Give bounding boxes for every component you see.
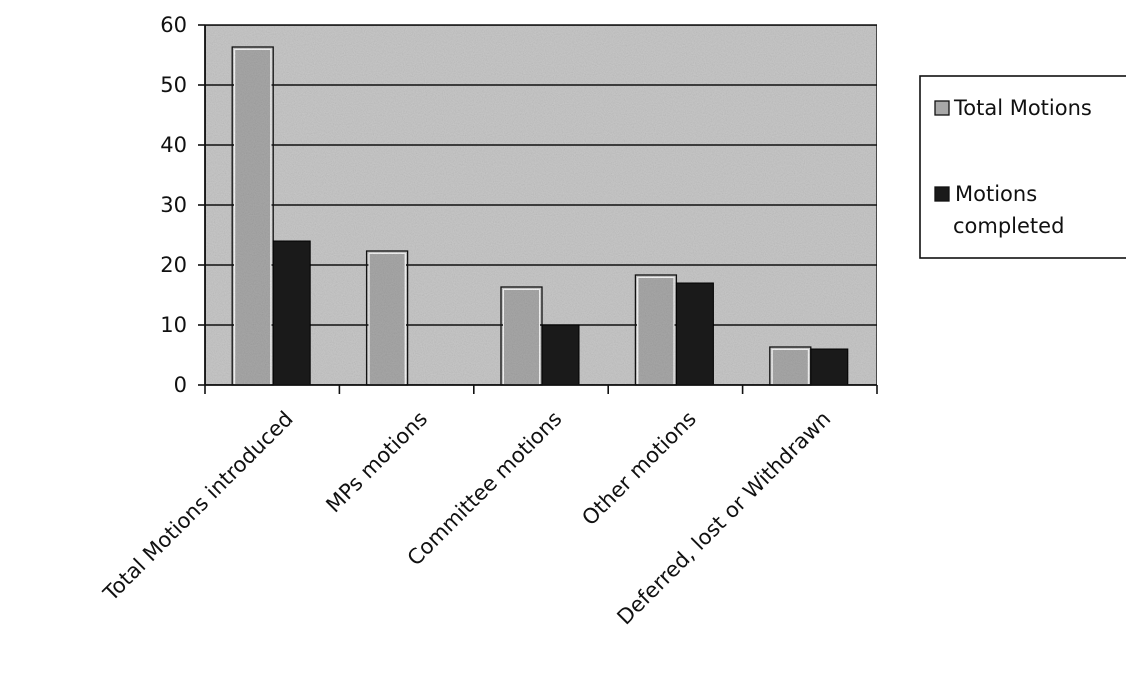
bar-total-motions — [502, 288, 541, 386]
legend-box — [919, 75, 1126, 259]
y-tick-label: 20 — [160, 253, 187, 277]
category-label: Total Motions introduced — [98, 407, 298, 607]
legend-swatch-motions-completed — [934, 186, 950, 202]
bar-motions-completed — [272, 240, 311, 386]
legend-label: Motions — [955, 182, 1037, 206]
category-label: MPs motions — [321, 407, 432, 518]
legend-label: Total Motions — [953, 96, 1092, 120]
bar-total-motions — [770, 348, 810, 386]
bar-motions-completed — [810, 348, 849, 386]
bar-motions-completed — [675, 282, 714, 386]
legend-swatch-total-motions — [934, 100, 950, 116]
category-label: Other motions — [577, 407, 701, 531]
y-tick-label: 60 — [160, 13, 187, 37]
bar-total-motions — [233, 48, 273, 386]
legend-label: completed — [953, 214, 1064, 238]
category-label: Deferred, lost or Withdrawn — [612, 407, 835, 630]
bar-total-motions — [636, 276, 676, 386]
category-label: Committee motions — [403, 407, 567, 571]
y-tick-label: 10 — [160, 313, 187, 337]
bar-motions-completed — [541, 324, 580, 386]
y-tick-label: 0 — [174, 373, 187, 397]
y-tick-label: 50 — [160, 73, 187, 97]
y-tick-label: 30 — [160, 193, 187, 217]
y-tick-label: 40 — [160, 133, 187, 157]
bar-total-motions — [367, 252, 407, 386]
